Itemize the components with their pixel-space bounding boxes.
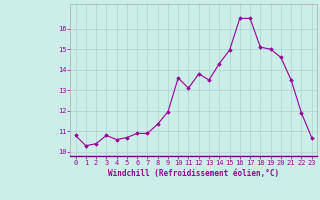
X-axis label: Windchill (Refroidissement éolien,°C): Windchill (Refroidissement éolien,°C) <box>108 169 279 178</box>
